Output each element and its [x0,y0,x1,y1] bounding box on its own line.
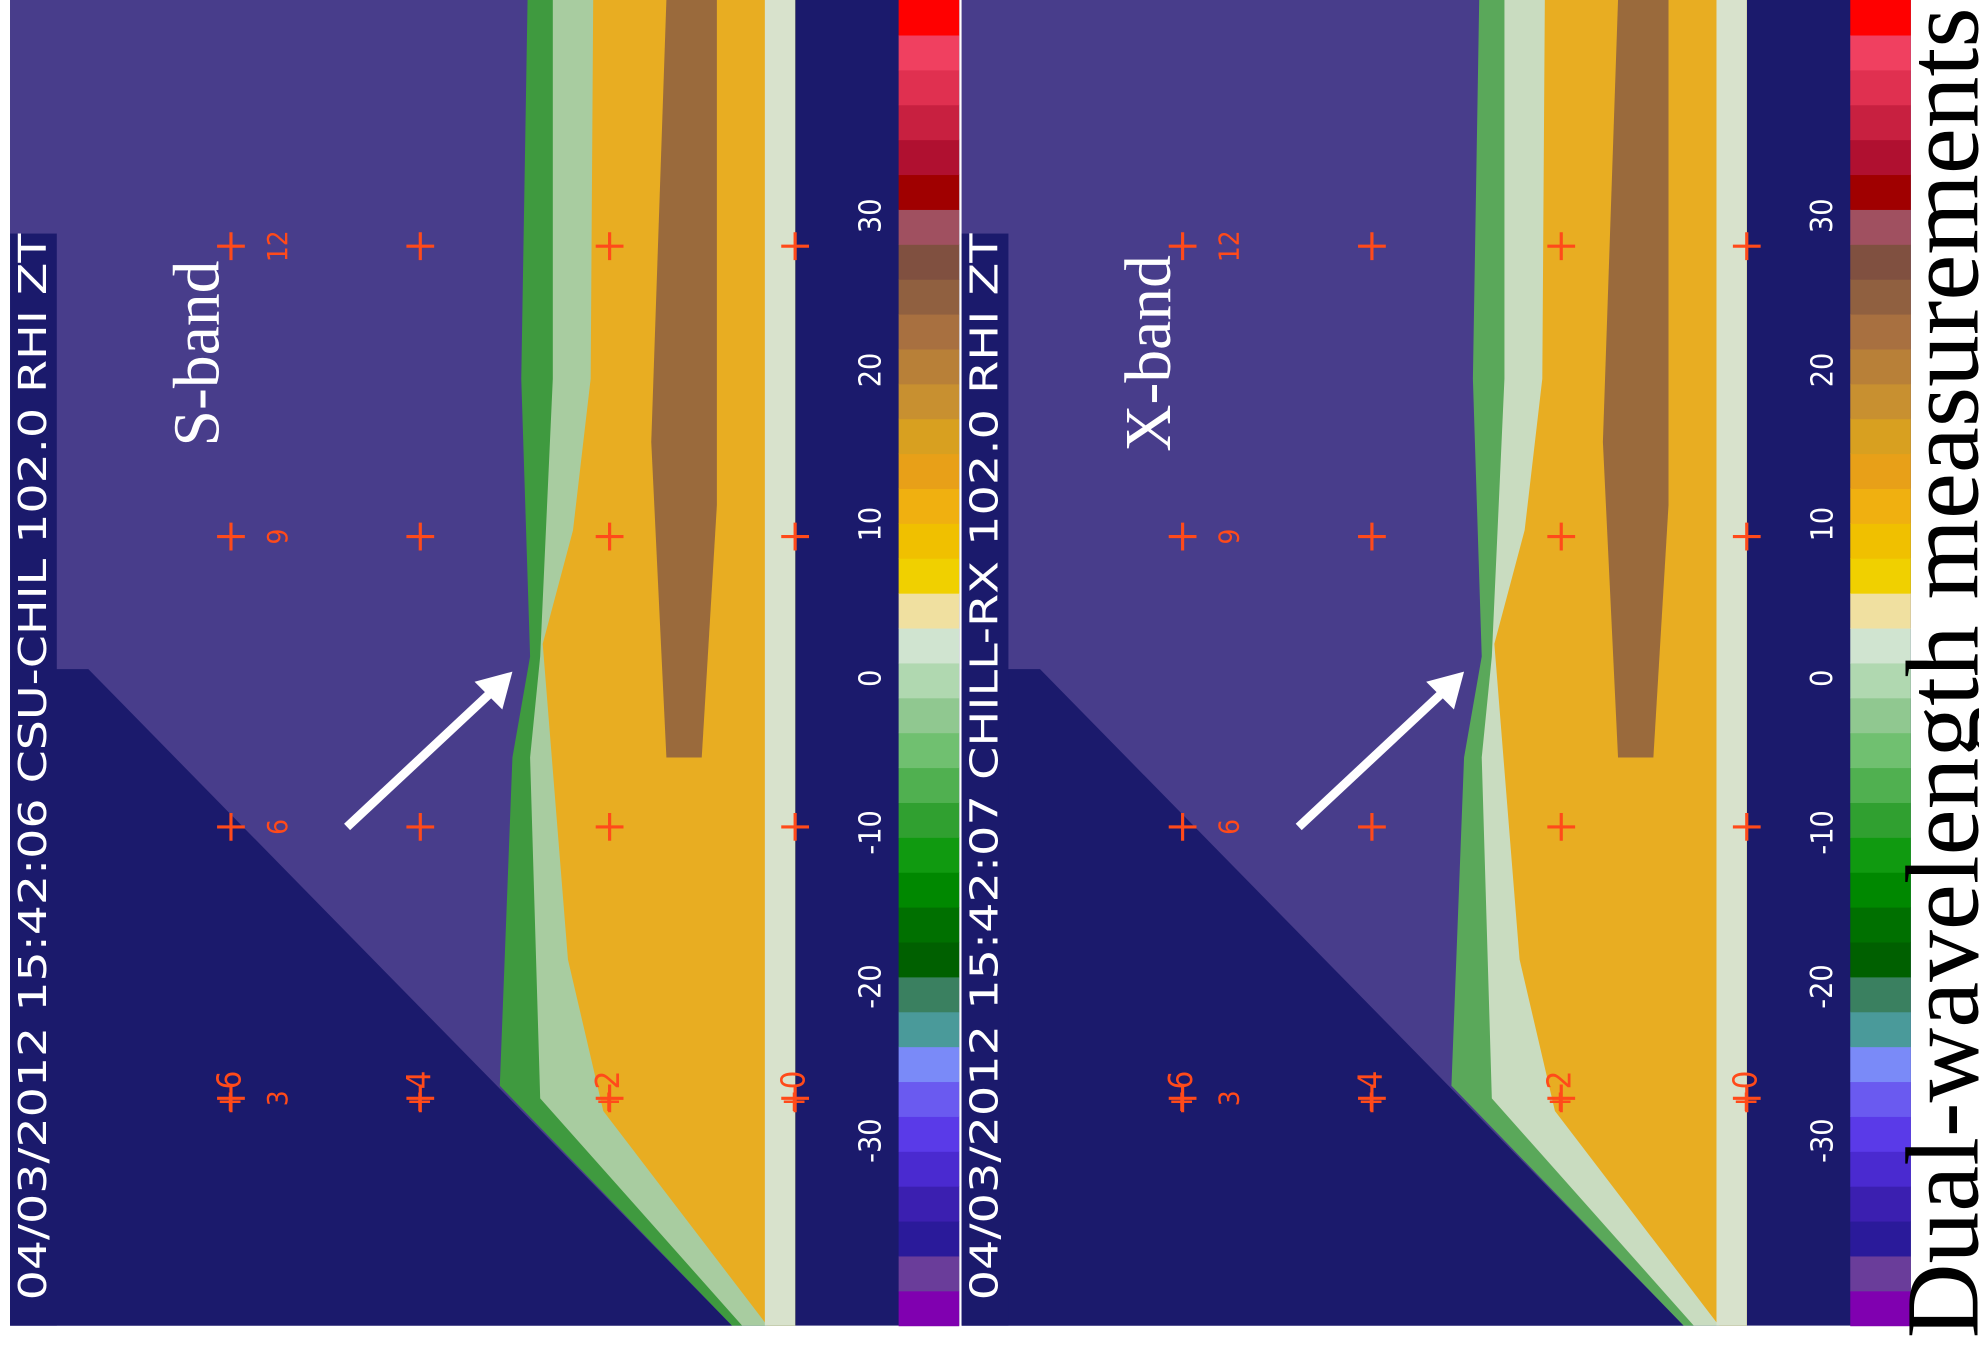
colorbar-swatch [899,872,960,908]
echo-ground [765,0,795,1326]
colorbar-swatch [899,1151,960,1187]
colorbar-swatch [899,488,960,524]
radar-panel: +6 +4 +2 +0 3 6 9 12 04/03/2012 15:42:07 CHILL-R… [962,0,1911,1326]
colorbar-swatch [899,698,960,734]
colorbar-swatch [899,1291,960,1327]
colorbar-swatch [899,1256,960,1292]
range-label: 12 [261,230,294,262]
band-label: S-band [161,260,233,446]
slide: +6 +4 +2 +0 3 6 9 12 04/03/2012 15:42:06 CSU-CHI… [0,0,1979,1366]
height-label: +2 [589,1071,627,1115]
height-label: +0 [775,1071,813,1115]
colorbar-swatch [899,419,960,455]
colorbar-swatch [899,279,960,315]
height-label: +2 [1541,1071,1579,1115]
colorbar-swatch [899,1116,960,1152]
range-label: 3 [1213,1090,1246,1106]
panel-header: 04/03/2012 15:42:07 CHILL-RX 102.0 RHI Z… [962,233,1006,1300]
range-label: 12 [1213,230,1246,262]
colorbar-tick-label: -20 [854,964,889,1009]
colorbar-tick-label: -20 [1805,964,1840,1009]
colorbar-swatch [899,977,960,1013]
colorbar-tick-label: 0 [854,670,889,687]
slide-caption: Dual-wavelength measurements in snow [1887,0,1979,1338]
colorbar-swatch [899,35,960,71]
colorbar-tick-label: 0 [1805,670,1840,687]
colorbar-tick-label: -10 [1805,810,1840,855]
colorbar-tick-label: -30 [854,1118,889,1163]
colorbar-swatch [899,942,960,978]
colorbar-tick-label: 10 [854,507,889,542]
colorbar-swatch [899,0,960,36]
colorbar-swatch [899,802,960,838]
colorbar-swatch [899,663,960,699]
colorbar-tick-label: 30 [854,198,889,233]
band-label: X-band [1113,255,1185,452]
colorbar-tick-label: 20 [854,353,889,388]
height-label: +0 [1726,1071,1764,1115]
colorbar-swatch [899,558,960,594]
colorbar-swatch [899,733,960,769]
colorbar-swatch [899,767,960,803]
colorbar-swatch [899,1186,960,1222]
colorbar-swatch [899,314,960,350]
range-label: 9 [261,529,294,545]
colorbar-swatch [899,1012,960,1048]
colorbar-swatch [899,1081,960,1117]
colorbar-swatch [899,244,960,280]
colorbar-swatch [899,209,960,245]
height-label: +4 [400,1071,438,1115]
range-label: 9 [1213,529,1246,545]
colorbar-swatch [899,1047,960,1083]
colorbar-swatch [899,523,960,559]
colorbar-tick-label: 20 [1805,353,1840,388]
colorbar-tick-label: -10 [854,810,889,855]
colorbar-swatch [899,593,960,629]
colorbar-swatch [899,174,960,210]
range-label: 6 [1213,819,1246,835]
colorbar-swatch [899,837,960,873]
colorbar-swatch [899,453,960,489]
range-label: 3 [261,1090,294,1106]
range-label: 6 [261,819,294,835]
colorbar-swatch [899,384,960,420]
height-label: +6 [210,1071,248,1115]
colorbar-swatch [899,140,960,176]
colorbar-swatch [899,1221,960,1257]
page: {"panels": [ {"header": "04/03/2012 15:4… [0,0,1979,1366]
colorbar-tick-label: 30 [1805,198,1840,233]
colorbar-tick-label: -30 [1805,1118,1840,1163]
height-label: +6 [1162,1071,1200,1115]
radar-panel: +6 +4 +2 +0 3 6 9 12 04/03/2012 15:42:06 CSU-CHI… [10,0,959,1326]
colorbar-swatch [899,907,960,943]
colorbar-swatch [899,349,960,385]
height-label: +4 [1351,1071,1389,1115]
panel-header: 04/03/2012 15:42:06 CSU-CHIL 102.0 RHI Z… [11,233,55,1300]
colorbar-tick-label: 10 [1805,507,1840,542]
colorbar-swatch [899,70,960,106]
colorbar-swatch [899,105,960,141]
colorbar-swatch [899,628,960,664]
echo-ground [1716,0,1746,1326]
